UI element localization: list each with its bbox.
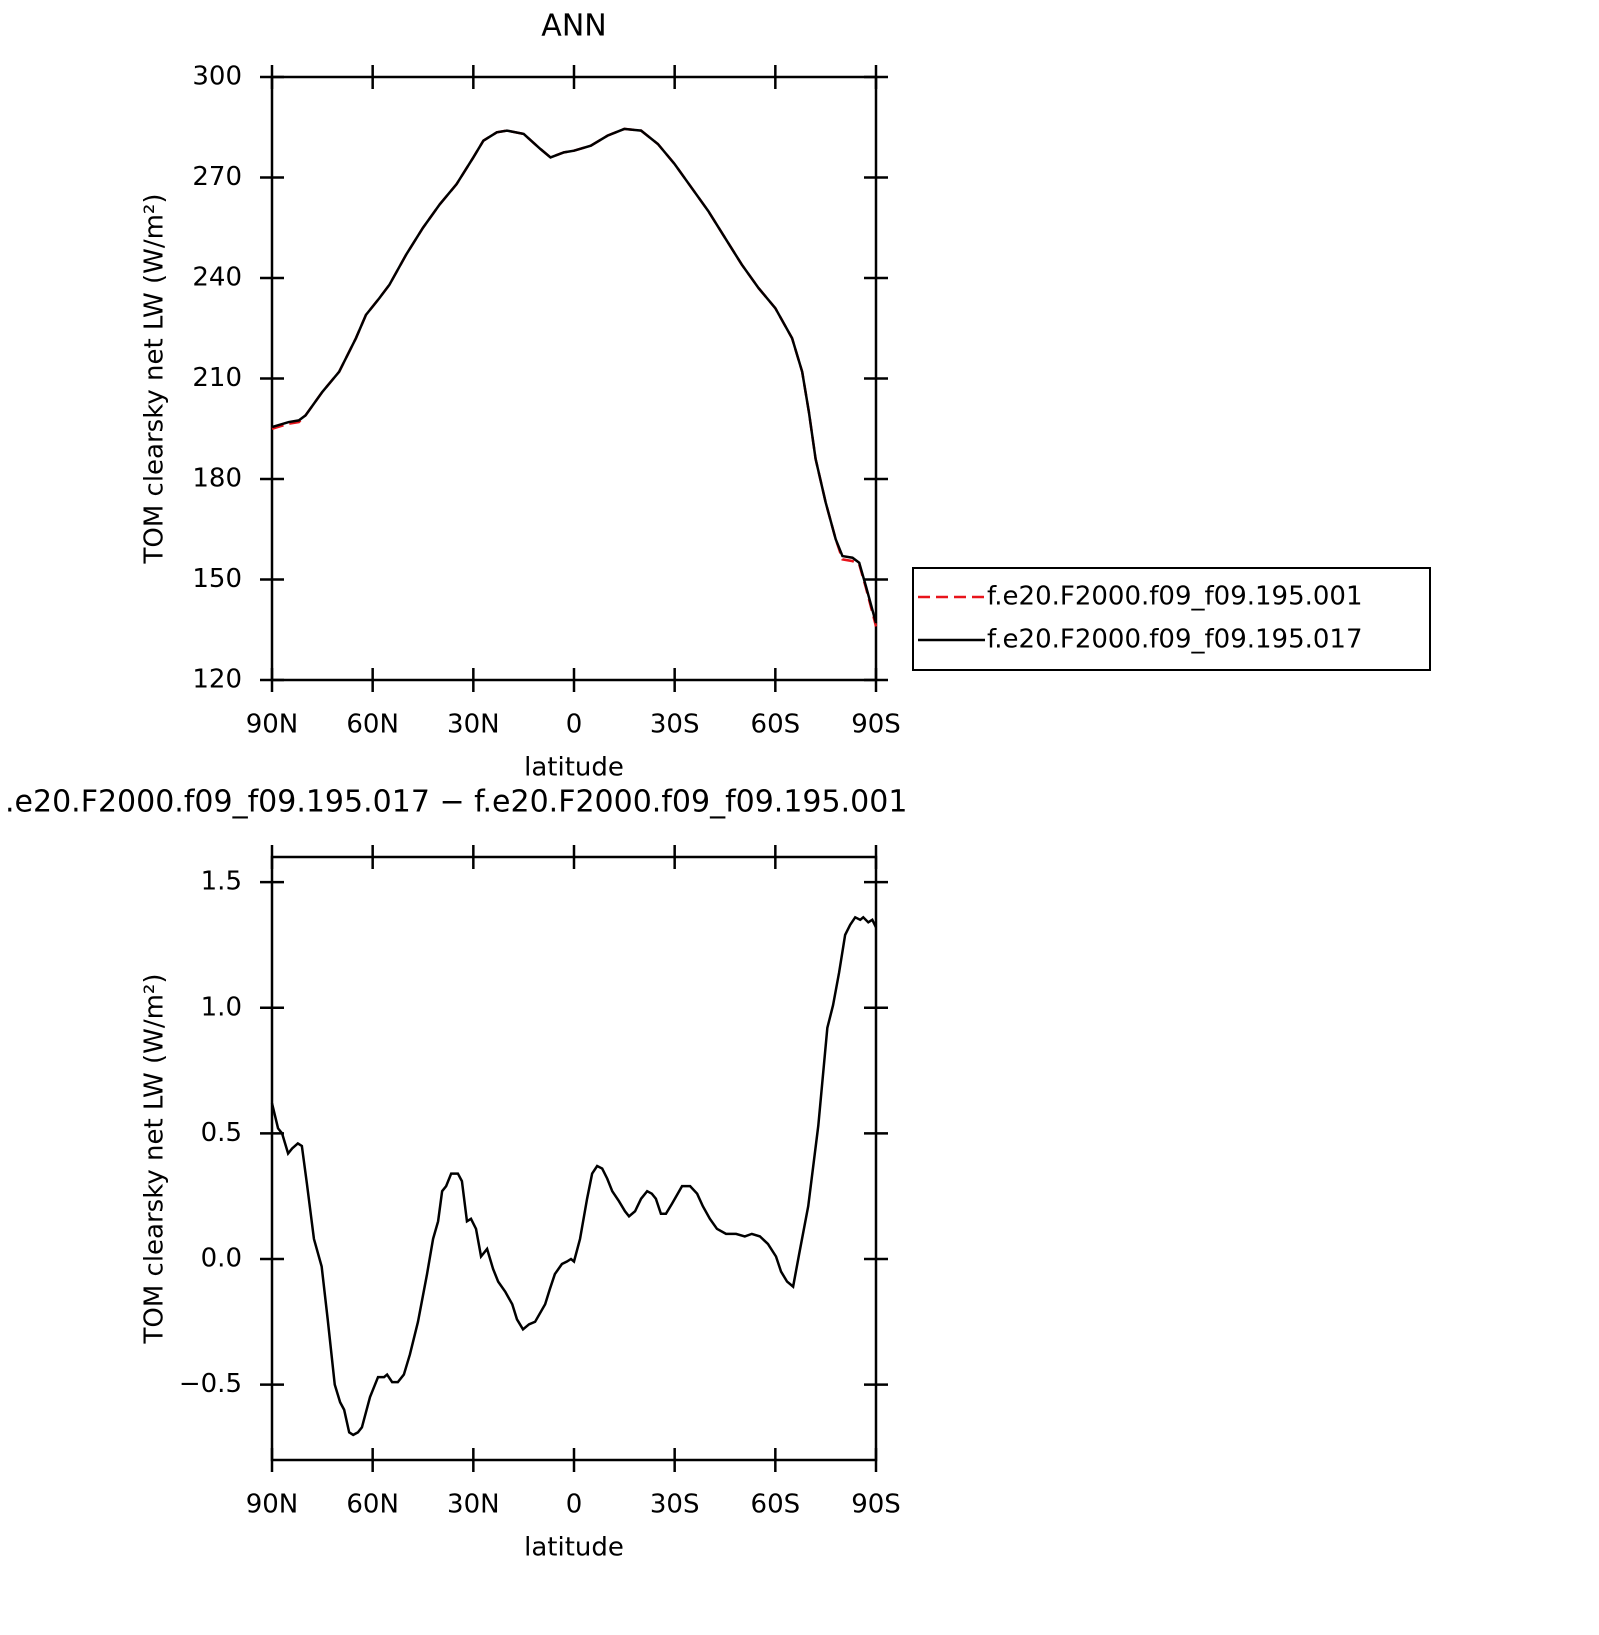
x-tick-label: 30N [447, 1490, 500, 1520]
x-tick-label: 30S [650, 710, 700, 740]
data-line [271, 127, 878, 624]
x-tick-label: 90N [246, 710, 299, 740]
legend-label: f.e20.F2000.f09_f09.195.017 [987, 625, 1363, 655]
data-line [270, 915, 878, 1437]
plot-frame [270, 75, 878, 682]
x-tick-label: 90S [851, 710, 901, 740]
data-line [271, 127, 878, 627]
x-tick-label: 30N [447, 710, 500, 740]
x-tick-label: 60N [346, 710, 399, 740]
x-tick-label: 60S [751, 1490, 801, 1520]
y-tick-label: 1.0 [201, 992, 242, 1022]
x-tick-label: 60S [751, 710, 801, 740]
x-tick-label: 0 [566, 710, 583, 740]
x-axis-label: latitude [524, 753, 624, 783]
x-tick-label: 30S [650, 1490, 700, 1520]
x-tick-label: 60N [346, 1490, 399, 1520]
legend-box [912, 567, 1431, 671]
chart-title: ANN [541, 9, 606, 44]
chart-title: .e20.F2000.f09_f09.195.017 − f.e20.F2000… [5, 785, 907, 820]
y-tick-label: 1.5 [201, 867, 242, 897]
y-tick-label: 0.0 [201, 1244, 242, 1274]
y-tick-label: 240 [192, 263, 242, 293]
y-tick-label: 180 [192, 464, 242, 494]
x-tick-label: 0 [566, 1490, 583, 1520]
x-tick-label: 90S [851, 1490, 901, 1520]
y-tick-label: 270 [192, 162, 242, 192]
y-tick-label: 210 [192, 363, 242, 393]
x-tick-label: 90N [246, 1490, 299, 1520]
y-tick-label: 150 [192, 564, 242, 594]
y-axis-label: TOM clearsky net LW (W/m²) [140, 193, 170, 564]
y-tick-label: 120 [192, 665, 242, 695]
plot-frame [270, 855, 878, 1462]
y-tick-label: −0.5 [179, 1369, 242, 1399]
y-tick-label: 300 [192, 62, 242, 92]
legend-label: f.e20.F2000.f09_f09.195.001 [987, 582, 1363, 612]
y-tick-label: 0.5 [201, 1118, 242, 1148]
x-axis-label: latitude [524, 1533, 624, 1563]
y-axis-label: TOM clearsky net LW (W/m²) [140, 973, 170, 1344]
